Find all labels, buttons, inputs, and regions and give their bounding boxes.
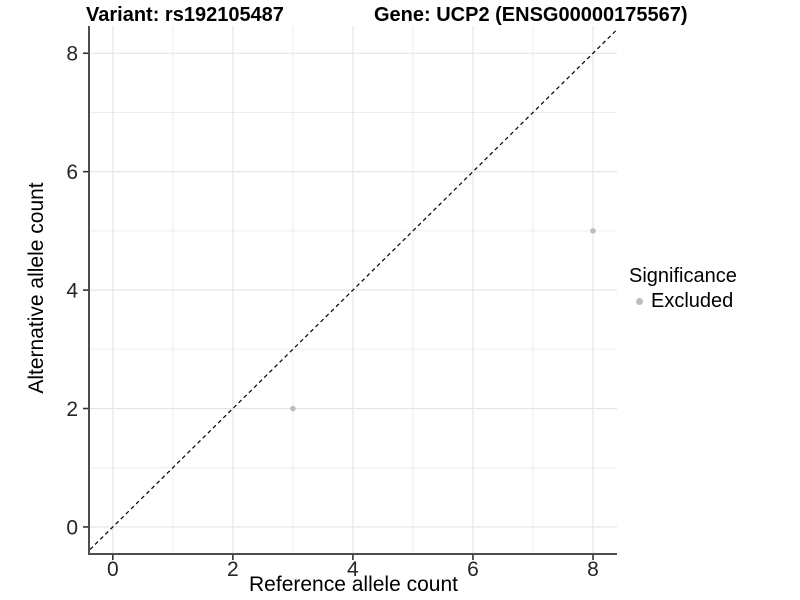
- variant-title: Variant: rs192105487: [86, 4, 284, 26]
- data-point: [590, 228, 596, 234]
- tick-marks: [83, 52, 594, 560]
- y-tick-label: 0: [66, 516, 78, 539]
- x-axis-title: Reference allele count: [249, 573, 458, 596]
- data-point: [290, 405, 296, 412]
- x-tick-labels: 0 2 4 6 8: [107, 558, 599, 581]
- identity-line: [89, 29, 618, 550]
- legend-title: Significance: [629, 265, 737, 287]
- legend-key: [629, 297, 649, 305]
- legend-point-icon: [635, 297, 643, 305]
- y-axis-title: Alternative allele count: [25, 182, 48, 394]
- y-tick-label: 2: [66, 398, 78, 421]
- legend-item-excluded: Excluded: [629, 289, 737, 313]
- y-tick-label: 8: [66, 43, 78, 66]
- x-tick-label: 4: [347, 558, 359, 581]
- grid-minor: [90, 26, 617, 553]
- x-tick-label: 2: [227, 558, 239, 581]
- x-tick-label: 0: [107, 558, 119, 581]
- y-tick-labels: 0 2 4 6 8: [66, 43, 78, 540]
- x-tick-label: 6: [467, 558, 479, 581]
- x-tick-label: 8: [587, 558, 599, 581]
- legend-item-label: Excluded: [651, 290, 734, 312]
- legend: Significance Excluded: [629, 264, 737, 313]
- y-tick-label: 4: [66, 280, 78, 303]
- y-tick-label: 6: [66, 161, 78, 184]
- axis-lines: [88, 26, 617, 555]
- data-points-excluded: [290, 228, 596, 412]
- gene-title: Gene: UCP2 (ENSG00000175567): [374, 4, 688, 26]
